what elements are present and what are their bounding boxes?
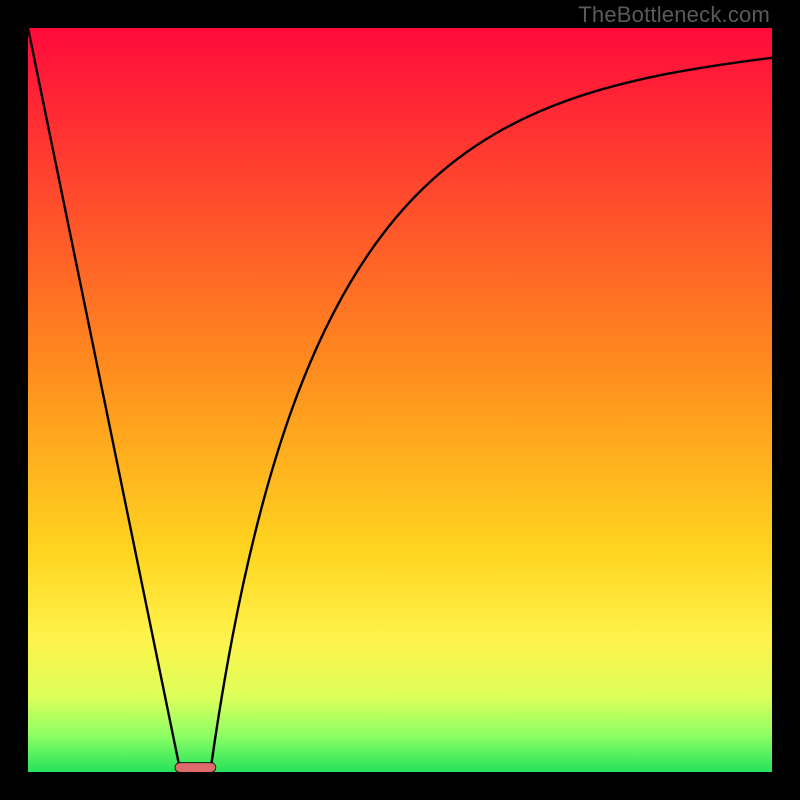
chart-frame: TheBottleneck.com [0, 0, 800, 800]
valley-marker [175, 763, 216, 773]
curve-left-segment [28, 28, 181, 772]
curve-right-segment [210, 58, 772, 772]
curve-layer [0, 0, 800, 800]
